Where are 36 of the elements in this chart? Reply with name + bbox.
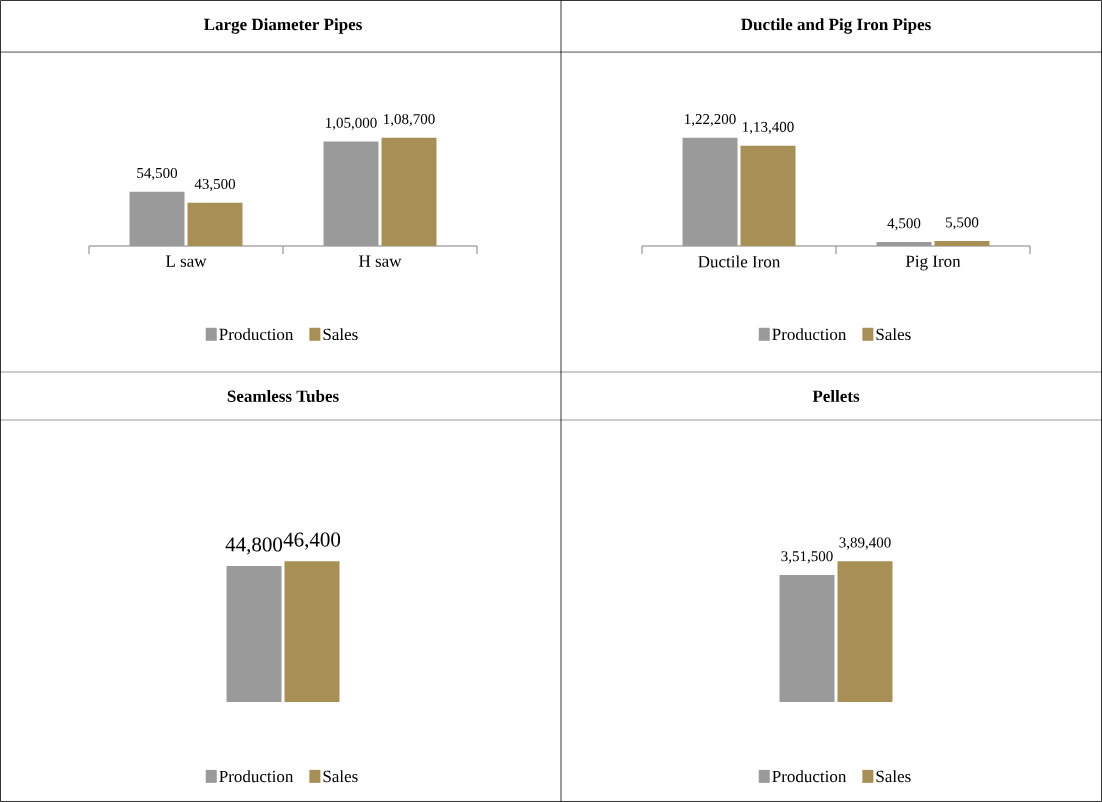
data-label: 1,13,400 [743,121,794,135]
bar [876,242,932,246]
legend-label: Production [219,770,294,783]
data-label: 44,800 [225,537,283,555]
bar [323,141,379,246]
x-tick-label: Pig Iron [905,255,961,271]
legend-label: Production [219,328,294,341]
bar [187,202,243,246]
data-label: 1,08,700 [384,114,435,127]
legend-label: Sales [323,770,358,783]
bar [381,137,437,246]
chart-title: Ductile and Pig Iron Pipes [741,18,931,34]
legend-label: Production [772,770,847,783]
legend-label: Sales [876,328,911,341]
x-tick-label: Ductile Iron [698,255,781,268]
data-label: 3,89,400 [839,537,891,550]
data-label: 43,500 [194,178,236,192]
legend-label: Production [772,328,847,341]
data-label: 54,500 [137,167,178,181]
data-label: 46,400 [283,532,341,550]
data-label: 1,22,200 [685,114,736,127]
data-label: 4,500 [887,218,921,231]
bar [740,145,796,246]
x-tick-label: H saw [359,255,402,267]
bar [682,137,738,246]
bar [129,191,185,246]
x-tick-label: L saw [165,255,207,267]
legend-label: Sales [323,328,358,341]
data-label: 1,05,000 [326,117,377,130]
bar [934,241,990,246]
data-label: 5,500 [946,217,979,230]
data-label: 3,51,500 [781,551,833,564]
chart-title: Pellets [812,390,860,402]
chart-title: Large Diameter Pipes [204,18,362,34]
legend-label: Sales [876,770,911,783]
chart-title: Seamless Tubes [227,389,339,402]
